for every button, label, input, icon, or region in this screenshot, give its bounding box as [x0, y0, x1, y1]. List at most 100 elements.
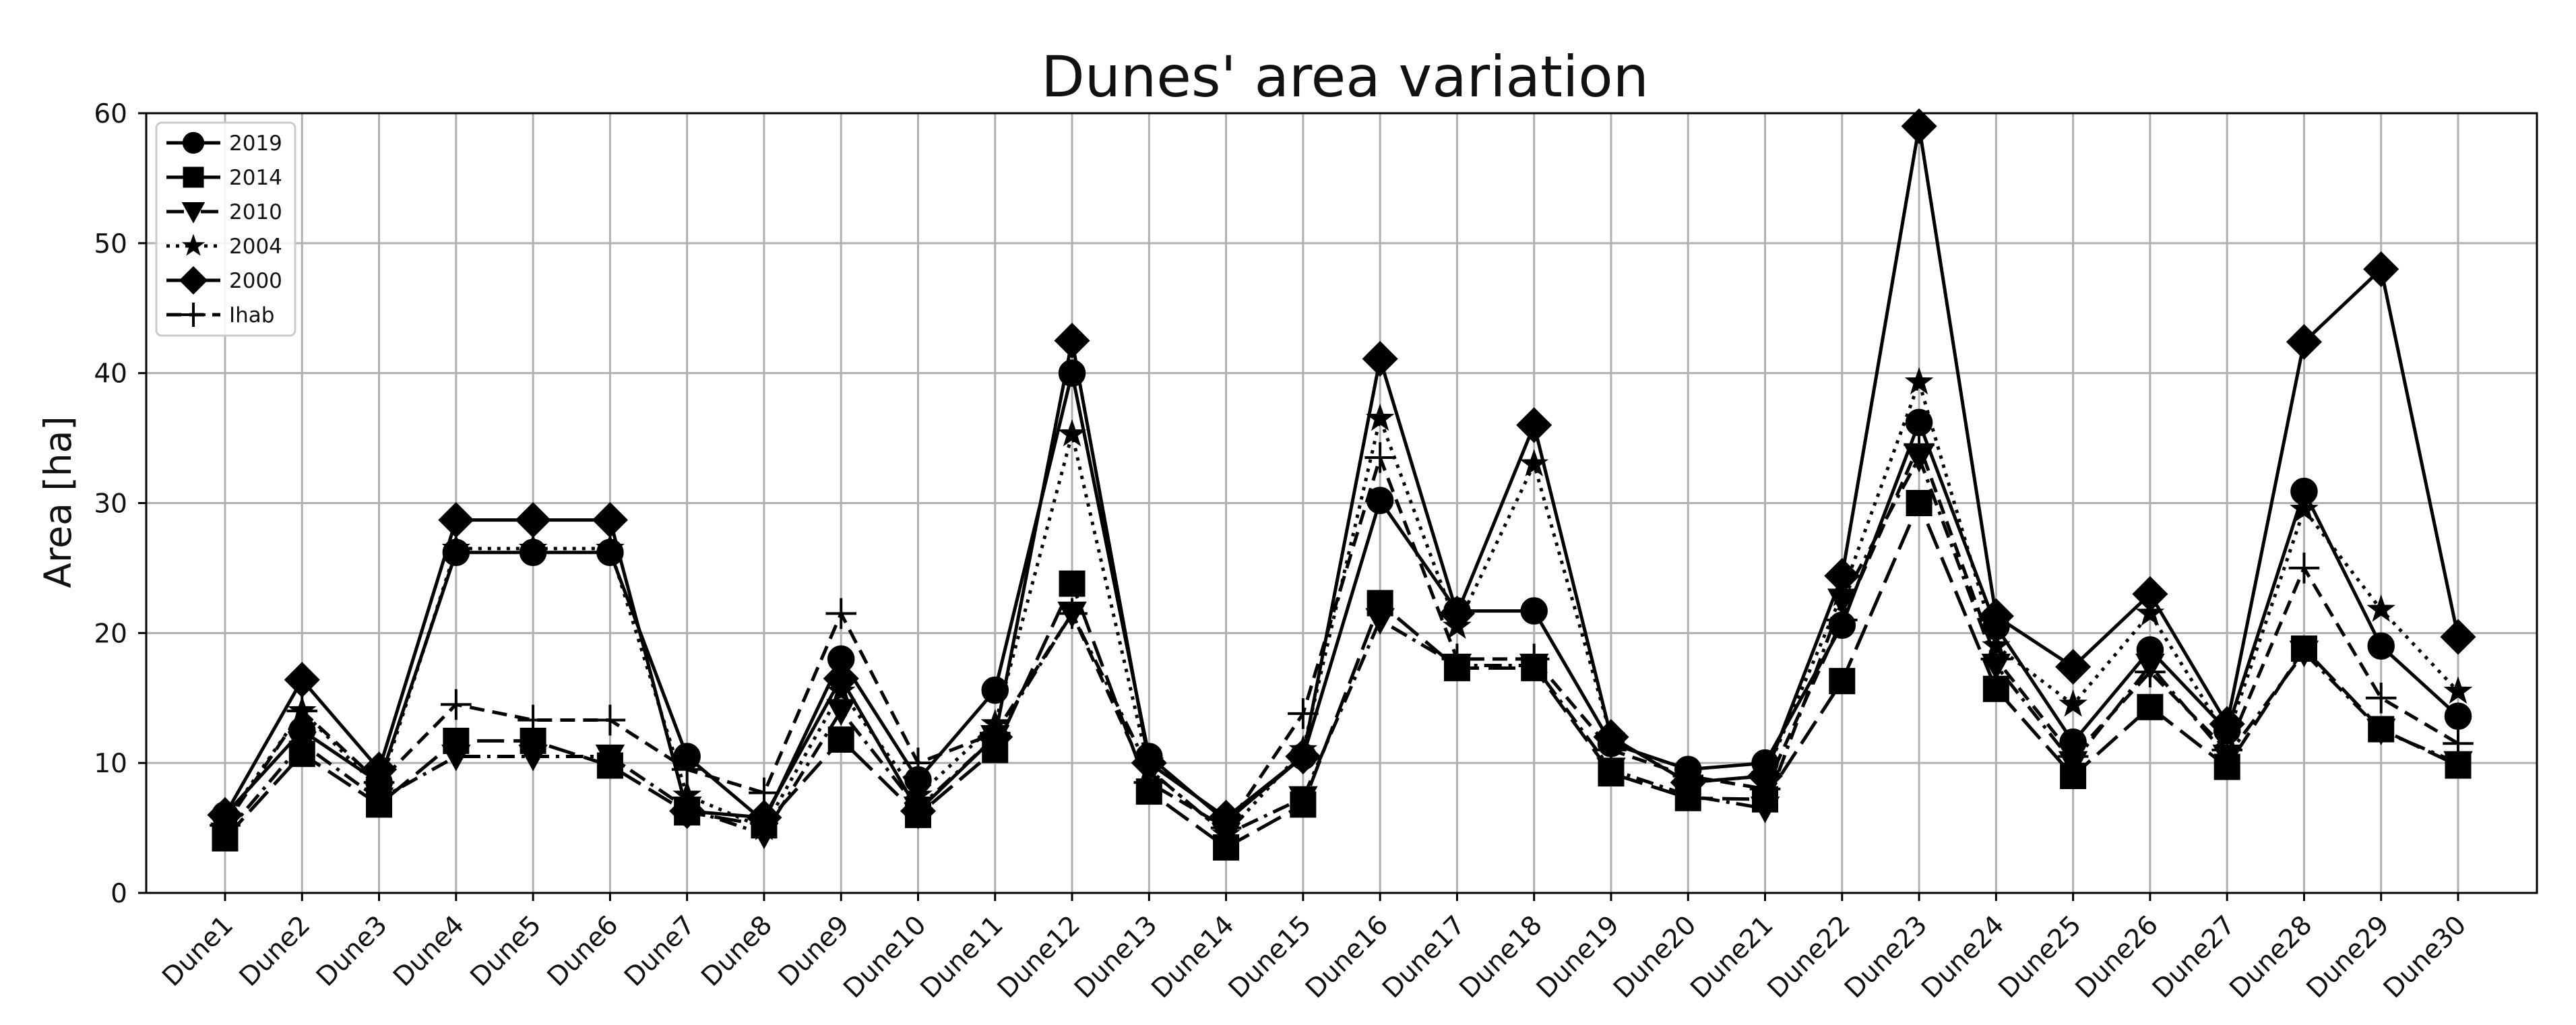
x-tick-label: Dune20 [1608, 910, 1702, 1004]
legend-marker [181, 303, 206, 327]
data-point-Ihab [1364, 442, 1395, 473]
x-tick-label: Dune4 [387, 910, 470, 993]
x-tick-label: Dune1 [157, 910, 240, 993]
data-point-2014 [1829, 668, 1856, 695]
data-point-Ihab [1057, 598, 1088, 629]
data-point-Ihab [363, 767, 395, 798]
x-tick-label: Dune16 [1300, 910, 1394, 1004]
legend-label: Ihab [229, 303, 274, 328]
y-tick-label: 0 [111, 879, 127, 909]
x-tick-label: Dune6 [542, 910, 625, 993]
series-layer [207, 108, 2476, 861]
data-point-2014 [1906, 490, 1933, 516]
y-tick-label: 30 [94, 489, 127, 520]
y-axis-label: Area [ha] [36, 416, 80, 588]
y-tick-label: 40 [94, 359, 127, 390]
x-tick-label: Dune15 [1223, 910, 1317, 1004]
data-point-2004 [1904, 367, 1934, 395]
data-point-2000 [2132, 576, 2168, 613]
data-point-2010 [595, 744, 625, 772]
legend-marker [181, 233, 206, 256]
series-Ihab [210, 429, 2474, 844]
x-tick-label: Dune29 [2301, 910, 2395, 1004]
data-point-2000 [2363, 251, 2399, 287]
data-point-2000 [1439, 595, 1475, 631]
data-point-Ihab [2365, 682, 2397, 714]
data-point-Ihab [2288, 553, 2320, 584]
y-tick-label: 60 [94, 99, 127, 129]
x-tick-label: Dune17 [1377, 910, 1471, 1004]
data-point-2000 [1901, 108, 1937, 144]
data-point-Ihab [1288, 698, 1319, 729]
data-point-Ihab [286, 695, 318, 726]
data-point-2004 [518, 533, 548, 561]
data-point-Ihab [1749, 773, 1781, 805]
series-line-2010 [224, 456, 2459, 836]
legend-marker [181, 202, 206, 224]
legend-entry: 2014 [166, 166, 282, 190]
data-point-2000 [2055, 648, 2092, 685]
data-point-2010 [2289, 640, 2319, 668]
x-tick-label: Dune7 [619, 910, 701, 993]
data-point-Ihab [1980, 644, 2012, 675]
y-tick-label: 10 [94, 749, 127, 779]
legend-entry: 2000 [166, 266, 282, 295]
data-point-Ihab [825, 598, 857, 629]
grid-lines [146, 112, 2537, 894]
data-point-2000 [1362, 340, 1398, 377]
data-point-Ihab [2211, 735, 2242, 766]
data-point-2010 [826, 699, 856, 726]
x-tick-label: Dune5 [465, 910, 548, 993]
x-tick-label: Dune28 [2224, 910, 2318, 1004]
x-tick-label: Dune24 [1916, 910, 2010, 1004]
data-point-Ihab [749, 777, 780, 809]
data-point-Ihab [2443, 728, 2474, 759]
x-tick-label: Dune26 [2070, 910, 2164, 1004]
data-point-Ihab [594, 704, 626, 736]
x-tick-label: Dune10 [838, 910, 932, 1004]
data-point-2010 [287, 731, 317, 759]
legend-label: 2019 [229, 131, 282, 156]
legend-label: 2010 [229, 200, 282, 224]
series-line-2019 [224, 371, 2459, 824]
data-point-2004 [2443, 676, 2473, 704]
data-point-2000 [592, 502, 628, 538]
data-point-2000 [1285, 738, 1321, 775]
data-point-2000 [746, 799, 782, 836]
data-point-Ihab [441, 689, 472, 720]
data-point-Ihab [1596, 735, 1627, 766]
legend-label: 2004 [229, 235, 282, 259]
x-tick-label: Dune25 [1993, 910, 2087, 1004]
data-point-Ihab [1826, 604, 1858, 635]
x-tick-label: Dune22 [1762, 910, 1856, 1004]
data-point-Ihab [1518, 644, 1550, 675]
data-point-2000 [900, 793, 937, 830]
legend-marker [182, 131, 205, 154]
data-point-Ihab [2057, 741, 2089, 772]
data-point-2010 [1288, 786, 1318, 813]
data-point-2000 [2440, 619, 2476, 655]
data-point-2019 [1520, 597, 1548, 625]
x-tick-label: Dune23 [1839, 910, 1933, 1004]
legend-marker [179, 266, 208, 295]
x-tick-label: Dune11 [915, 910, 1009, 1004]
data-point-2000 [1054, 322, 1090, 359]
data-point-Ihab [517, 704, 548, 736]
data-point-2014 [827, 726, 854, 753]
data-point-2000 [669, 793, 705, 830]
data-point-2000 [1516, 407, 1552, 443]
x-tick-label: Dune8 [695, 910, 778, 993]
data-point-2004 [596, 533, 625, 561]
legend-label: 2000 [229, 269, 282, 293]
data-point-Ihab [1210, 812, 1242, 844]
data-point-Ihab [979, 718, 1011, 749]
data-point-2019 [2367, 632, 2395, 660]
legend-entry: 2004 [166, 233, 282, 259]
x-tick-label: Dune13 [1069, 910, 1163, 1004]
data-point-2010 [441, 744, 471, 772]
series-2000 [207, 108, 2476, 836]
data-point-2010 [2366, 718, 2396, 745]
x-tick-label: Dune27 [2147, 910, 2241, 1004]
